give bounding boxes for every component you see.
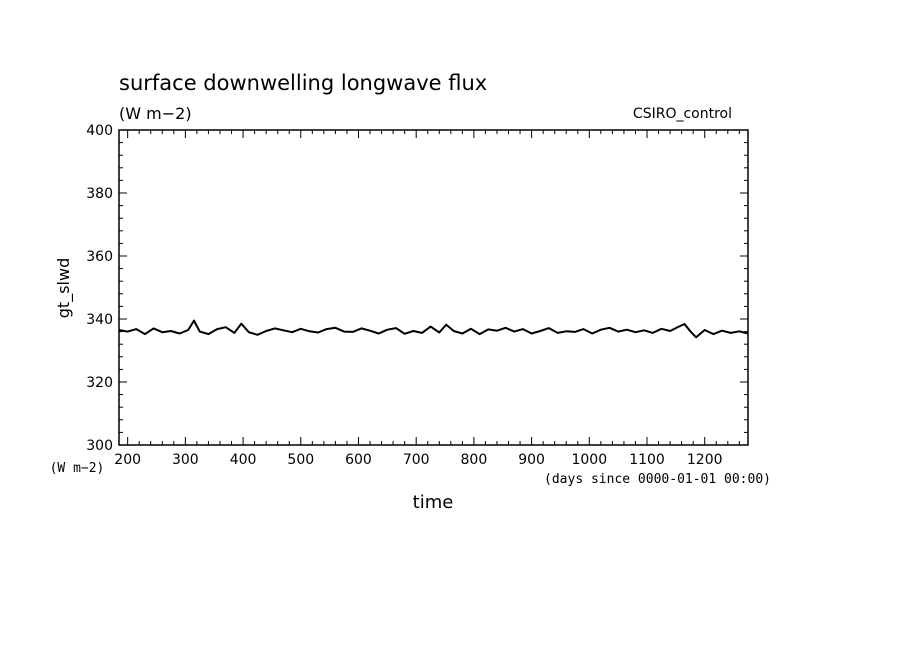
x-axis-units: (days since 0000-01-01 00:00) (544, 472, 771, 487)
y-tick-label: 320 (86, 375, 113, 391)
x-tick-label: 700 (403, 452, 430, 468)
x-tick-label: 1000 (571, 452, 607, 468)
x-tick-label: 500 (287, 452, 314, 468)
y-tick-label: 400 (86, 123, 113, 139)
y-axis-units: (W m−2) (50, 461, 105, 476)
chart-subtitle: (W m−2) (119, 104, 192, 123)
y-tick-label: 360 (86, 249, 113, 265)
y-tick-label: 300 (86, 438, 113, 454)
x-tick-label: 1200 (687, 452, 723, 468)
x-tick-label: 300 (172, 452, 199, 468)
y-axis-label: gt_slwd (54, 258, 74, 318)
x-tick-label: 800 (461, 452, 488, 468)
chart-title: surface downwelling longwave flux (119, 71, 487, 95)
x-tick-label: 900 (518, 452, 545, 468)
dataset-label: CSIRO_control (633, 106, 732, 122)
x-axis-label: time (413, 492, 454, 513)
x-tick-label: 400 (230, 452, 257, 468)
series-line (118, 319, 749, 339)
y-tick-label: 380 (86, 186, 113, 202)
x-tick-label: 1100 (629, 452, 665, 468)
x-tick-label: 200 (114, 452, 141, 468)
x-tick-label: 600 (345, 452, 372, 468)
y-tick-label: 340 (86, 312, 113, 328)
plot-frame (118, 129, 749, 446)
